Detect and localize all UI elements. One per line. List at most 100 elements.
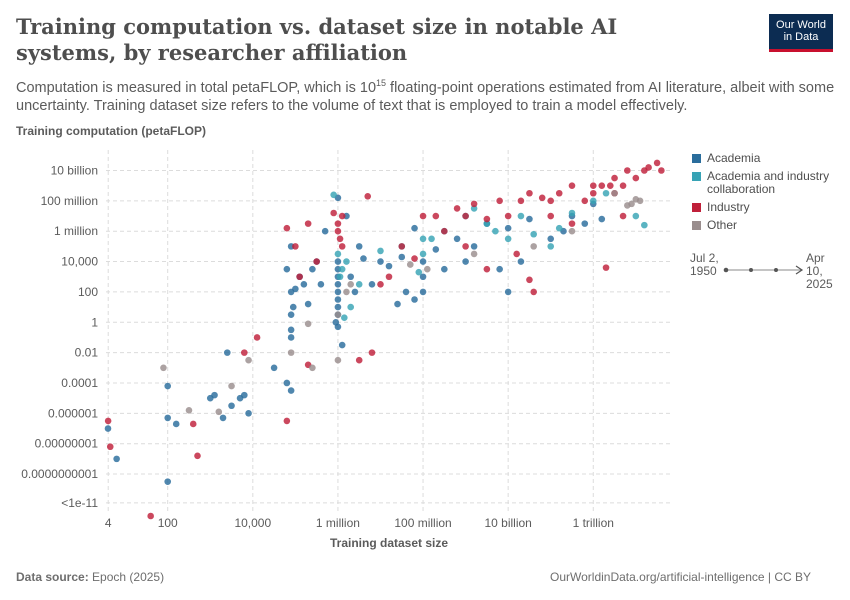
data-point xyxy=(304,220,312,227)
data-point xyxy=(334,227,342,235)
data-point xyxy=(241,391,248,399)
data-point xyxy=(504,212,512,220)
data-point xyxy=(568,227,576,235)
timeline-slider[interactable]: Jul 2, 1950 Apr 10, 2025 xyxy=(690,252,840,302)
timeline-end-label: Apr 10, 2025 xyxy=(806,251,833,291)
data-point xyxy=(289,303,297,311)
data-point xyxy=(334,288,342,296)
data-point xyxy=(483,215,491,223)
data-point xyxy=(343,258,350,265)
footer-url-link[interactable]: OurWorldinData.org/artificial-intelligen… xyxy=(550,570,811,584)
data-point xyxy=(530,230,537,238)
data-point xyxy=(287,334,295,341)
data-point xyxy=(223,349,231,356)
x-axis-title: Training dataset size xyxy=(330,536,449,550)
data-point xyxy=(492,227,499,235)
data-point xyxy=(164,414,172,422)
data-point xyxy=(309,265,316,273)
timeline-track[interactable] xyxy=(690,252,840,302)
y-tick-label: 0.0000000001 xyxy=(21,467,98,481)
data-point xyxy=(385,273,393,281)
y-tick-label: 0.01 xyxy=(75,346,99,360)
y-tick-label: 100 xyxy=(78,285,98,299)
data-point xyxy=(104,425,112,432)
data-point xyxy=(292,285,299,293)
data-point xyxy=(292,243,299,250)
data-point xyxy=(283,224,291,232)
data-point xyxy=(653,159,661,167)
data-point xyxy=(504,224,512,232)
data-point xyxy=(287,326,295,334)
data-point xyxy=(304,320,312,328)
data-point xyxy=(300,281,308,288)
data-point xyxy=(394,300,401,308)
data-point xyxy=(360,255,367,262)
data-point xyxy=(377,281,384,288)
y-tick-label: 1 xyxy=(91,315,98,329)
data-point xyxy=(419,235,427,243)
data-point xyxy=(398,253,406,261)
y-tick-label: 0.0001 xyxy=(61,376,98,390)
data-point xyxy=(398,243,406,250)
data-point xyxy=(270,364,278,372)
data-point xyxy=(517,197,525,205)
data-point xyxy=(334,220,342,227)
data-point xyxy=(253,334,261,341)
data-point xyxy=(334,356,342,364)
data-point xyxy=(441,265,448,273)
data-point xyxy=(355,243,363,250)
data-point xyxy=(424,265,431,273)
timeline-end-handle[interactable] xyxy=(795,265,804,275)
data-point xyxy=(368,349,376,356)
data-point xyxy=(641,221,648,229)
data-point xyxy=(453,235,461,243)
data-point xyxy=(411,255,418,262)
data-point xyxy=(402,288,410,296)
data-point xyxy=(589,189,597,197)
data-point xyxy=(619,182,627,189)
legend-swatch xyxy=(692,203,701,212)
data-point xyxy=(283,417,291,425)
data-point xyxy=(568,209,576,217)
legend-item-collaboration[interactable]: Academia and industry collaboration xyxy=(692,170,842,196)
timeline-start-handle[interactable] xyxy=(723,267,729,273)
data-point xyxy=(517,212,525,220)
data-point xyxy=(568,220,576,227)
data-point xyxy=(496,197,503,205)
timeline-tick xyxy=(749,268,753,272)
data-point xyxy=(334,296,342,303)
data-point xyxy=(351,288,359,296)
data-point xyxy=(245,410,252,417)
x-tick-label: 100 million xyxy=(394,516,451,530)
legend-item-industry[interactable]: Industry xyxy=(692,201,842,214)
data-point xyxy=(336,235,344,243)
owid-logo[interactable]: Our World in Data xyxy=(769,14,833,52)
x-tick-label: 1 million xyxy=(316,516,360,530)
data-point xyxy=(321,227,329,235)
data-point xyxy=(355,356,363,364)
data-point xyxy=(428,235,435,243)
y-tick-label: 100 million xyxy=(41,194,98,208)
legend: Academia Academia and industry collabora… xyxy=(692,152,842,237)
legend-item-academia[interactable]: Academia xyxy=(692,152,842,165)
data-point xyxy=(470,200,478,208)
data-point xyxy=(568,182,576,189)
data-point xyxy=(462,243,469,250)
data-point xyxy=(309,364,316,372)
data-point xyxy=(211,391,218,399)
data-point xyxy=(355,281,363,288)
data-point xyxy=(334,281,342,288)
y-axis-title: Training computation (petaFLOP) xyxy=(16,124,206,138)
data-point xyxy=(241,349,248,356)
data-point xyxy=(377,258,384,265)
legend-item-other[interactable]: Other xyxy=(692,219,842,232)
data-point xyxy=(530,243,537,250)
timeline-tick xyxy=(774,268,778,272)
data-point xyxy=(336,273,344,281)
data-point xyxy=(287,311,295,318)
data-point xyxy=(313,258,320,265)
data-point xyxy=(334,311,342,318)
data-point xyxy=(547,212,555,220)
data-point xyxy=(453,205,461,212)
data-point xyxy=(526,215,533,223)
